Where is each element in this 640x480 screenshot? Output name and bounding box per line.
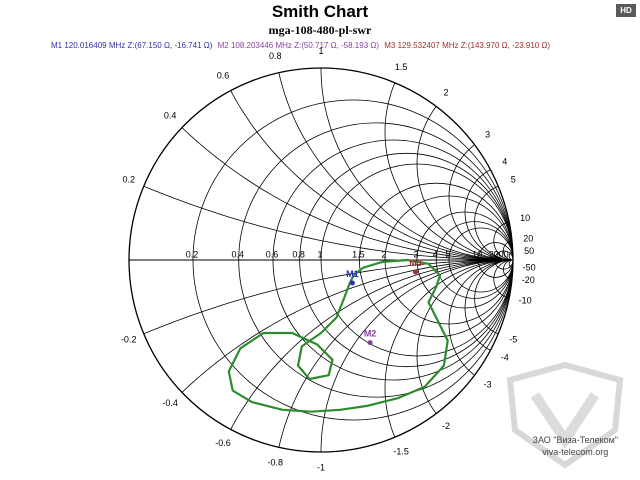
reactance-arc-negative [508, 259, 513, 269]
hd-badge: HD [616, 4, 636, 17]
reactance-tick-label: -50 [523, 263, 536, 273]
reactance-tick-label: -1.5 [393, 447, 409, 457]
marker-label: M2 [364, 329, 377, 339]
company-info: ЗАО "Виза-Телеком" viva-telecom.org [533, 434, 618, 458]
resistance-tick-label: 0.4 [231, 249, 244, 259]
marker-point [349, 280, 355, 286]
resistance-tick-label: 20 [489, 249, 499, 259]
chart-title: Smith Chart [271, 2, 369, 21]
reactance-tick-label: 5 [511, 174, 516, 184]
reactance-tick-label: 20 [523, 234, 533, 244]
impedance-trace [227, 258, 449, 413]
reactance-tick-label: -3 [484, 379, 492, 389]
resistance-tick-label: 0.2 [186, 249, 199, 259]
reactance-tick-label: 1.5 [395, 62, 408, 72]
reactance-tick-label: 0.6 [217, 71, 230, 81]
reactance-tick-label: 0.4 [164, 111, 177, 121]
company-website: viva-telecom.org [542, 447, 609, 457]
reactance-tick-label: 4 [502, 156, 507, 166]
reactance-tick-label: -10 [519, 296, 532, 306]
reactance-arc-negative [384, 259, 513, 438]
reactance-tick-label: -2 [442, 421, 450, 431]
reactance-tick-label: -4 [501, 352, 509, 362]
reactance-tick-label: -5 [509, 334, 517, 344]
marker-m3-text: M3 129.532407 MHz Z:(143.970 Ω, -23.910 … [384, 41, 551, 50]
reactance-arc-positive [464, 169, 513, 261]
reactance-tick-label: 1 [318, 46, 323, 56]
resistance-tick-label: 10 [472, 249, 482, 259]
reactance-tick-label: 10 [520, 213, 530, 223]
resistance-tick-label: 4 [433, 249, 438, 259]
reactance-tick-label: 50 [524, 246, 534, 256]
marker-point [412, 269, 418, 275]
reactance-arc-negative [464, 259, 513, 351]
marker-point [367, 340, 373, 346]
reactance-tick-label: -0.8 [268, 458, 284, 468]
reactance-tick-label: -0.6 [215, 438, 231, 448]
reactance-tick-label: -1 [317, 463, 325, 473]
reactance-tick-label: -20 [522, 275, 535, 285]
marker-m1-text: M1 120.016409 MHz Z:(67.150 Ω, -16.741 Ω… [51, 41, 213, 50]
resistance-tick-label: 0.8 [292, 249, 305, 259]
resistance-tick-label: 1.5 [352, 249, 365, 259]
watermark-logo-icon [506, 361, 624, 469]
marker-m2-text: M2 108.203446 MHz Z:(50.717 Ω, -58.193 Ω… [217, 41, 380, 50]
reactance-tick-label: 3 [485, 129, 490, 139]
marker-label: M1 [346, 269, 359, 279]
marker-readout: M1 120.016409 MHz Z:(67.150 Ω, -16.741 Ω… [51, 41, 553, 50]
reactance-tick-label: -0.2 [121, 334, 137, 344]
resistance-tick-label: 5 [445, 249, 450, 259]
reactance-tick-label: 2 [443, 88, 448, 98]
reactance-tick-label: 0.2 [122, 174, 135, 184]
marker-label: M3 [409, 258, 422, 268]
resistance-tick-label: 0.6 [266, 249, 279, 259]
chart-subtitle: mga-108-480-pl-swr [268, 23, 372, 37]
reactance-tick-label: -0.4 [162, 398, 178, 408]
resistance-tick-label: 200 [494, 249, 509, 259]
reactance-arc-positive [384, 82, 513, 261]
company-name: ЗАО "Виза-Телеком" [532, 435, 618, 445]
resistance-tick-label: 1 [317, 249, 322, 259]
resistance-tick-label: 3 [413, 249, 418, 259]
resistance-tick-label: 2 [381, 249, 386, 259]
reactance-tick-label: 0.8 [269, 51, 282, 61]
